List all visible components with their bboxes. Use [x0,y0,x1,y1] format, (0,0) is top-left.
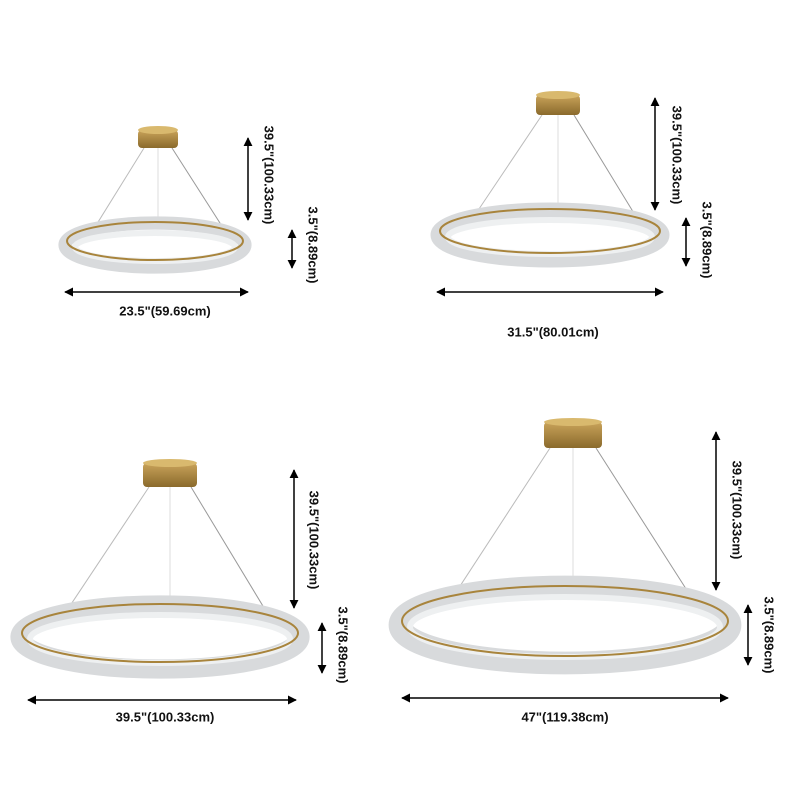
canopy-top [143,459,197,467]
wire [595,447,698,607]
canopy-top [536,91,580,99]
ring-inner [72,230,238,264]
ring-inner [445,217,655,257]
wire [171,147,228,235]
drop-label: 39.5"(100.33cm) [262,126,277,225]
wire [471,114,543,221]
ring-gold [439,208,661,254]
canopy [138,130,178,148]
canopy [544,422,602,448]
ring-gold [401,585,729,657]
width-label: 31.5"(80.01cm) [507,324,598,339]
canopy-top [138,126,178,134]
wire [61,486,150,619]
wire [573,114,641,223]
ring-height-label: 3.5"(8.89cm) [762,597,777,674]
drop-label: 39.5"(100.33cm) [730,461,745,560]
drop-label: 39.5"(100.33cm) [670,106,685,205]
canopy [536,95,580,115]
wire [449,447,551,603]
ring-gold [66,221,244,261]
canopy [143,463,197,487]
width-label: 39.5"(100.33cm) [116,709,215,724]
ring-height-label: 3.5"(8.89cm) [306,207,321,284]
ring-height-label: 3.5"(8.89cm) [700,202,715,279]
canopy-top [544,418,602,426]
width-label: 23.5"(59.69cm) [119,303,210,318]
wire [91,147,145,233]
ring-height-label: 3.5"(8.89cm) [336,607,351,684]
ring-gold [21,603,299,663]
drop-label: 39.5"(100.33cm) [307,491,322,590]
wire [190,486,273,622]
width-label: 47"(119.38cm) [521,709,608,724]
